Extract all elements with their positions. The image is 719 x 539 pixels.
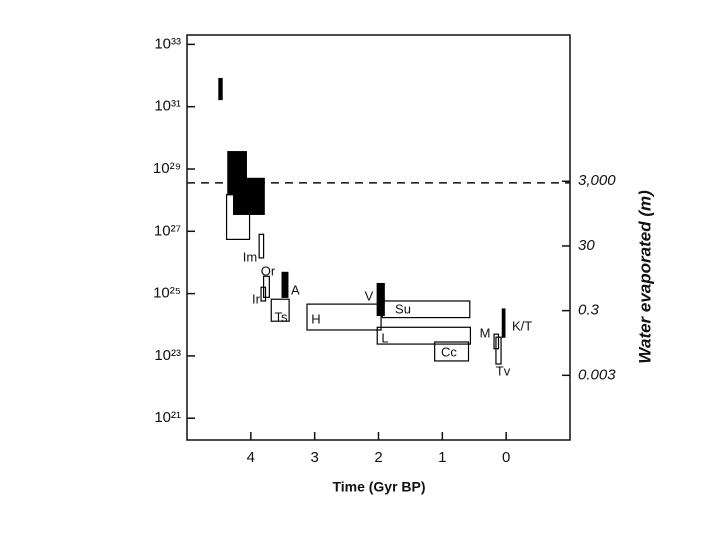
y2-tick-label: 30 [578,237,595,254]
y2-axis-title: Water evaporated (m) [635,190,654,364]
filled-range-box [232,177,265,215]
box-label: Im [243,249,257,264]
y-tick-label: 10³³ [154,35,181,52]
open-range-box [270,298,290,322]
filled-range-box [218,77,223,101]
box-label: H [311,311,320,326]
box-label: K/T [512,318,532,333]
box-label: Ir [252,291,261,306]
x-tick-label: 2 [374,449,382,466]
box-label: L [381,330,388,345]
y2-tick-label: 3,000 [578,172,616,189]
filled-range-box [281,271,289,298]
y-tick-label: 10²⁵ [153,285,181,302]
box-label: A [291,282,300,297]
filled-range-box [376,282,385,316]
open-range-box [434,341,470,362]
y2-tick-label: 0.3 [578,302,600,319]
x-tick-label: 1 [438,449,446,466]
box-label: V [365,288,374,303]
y-tick-label: 10²¹ [154,409,181,426]
x-axis-title: Time (Gyr BP) [332,479,425,495]
open-range-box [258,233,265,259]
open-range-box [225,194,251,240]
box-label: Tv [496,363,511,378]
filled-range-box [501,308,506,338]
plot-frame [186,34,571,441]
box-label: Ts [275,309,289,324]
y2-tick-label: 0.003 [578,366,616,383]
box-label: M [480,325,491,340]
open-range-box [381,300,471,319]
open-range-box [495,336,502,365]
box-label: Or [261,263,276,278]
y-tick-label: 10²³ [154,347,181,364]
open-range-box [306,303,382,331]
x-tick-label: 0 [502,449,510,466]
x-tick-label: 4 [247,449,255,466]
y-tick-label: 10³¹ [154,98,181,115]
open-range-box [376,326,472,345]
y-tick-label: 10²⁹ [153,160,181,177]
x-tick-label: 3 [310,449,318,466]
open-range-box [260,286,267,302]
box-label: Su [395,301,411,316]
y-tick-label: 10²⁷ [154,222,181,239]
box-label: Cc [441,344,457,359]
